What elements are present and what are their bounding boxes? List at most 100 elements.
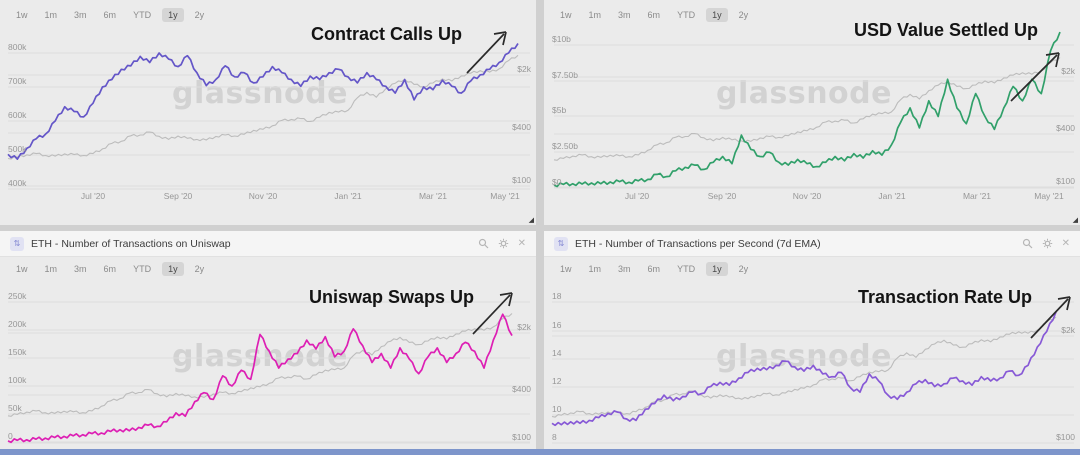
timeframe-button-2y[interactable]: 2y: [194, 10, 205, 20]
timeframe-button-6m[interactable]: 6m: [103, 264, 117, 274]
timeframe-button-1m[interactable]: 1m: [44, 264, 58, 274]
eth-price-line: [551, 316, 1057, 418]
y-axis-label: 700k: [8, 76, 27, 86]
y-axis-label: 18: [552, 291, 562, 301]
y-axis-label: 800k: [8, 42, 27, 52]
timeframe-button-ytd[interactable]: YTD: [133, 10, 152, 20]
up-arrow-icon: [472, 292, 513, 335]
timeframe-button-1w[interactable]: 1w: [560, 10, 572, 20]
y-axis-label: 250k: [8, 291, 27, 301]
timeframe-toolbar: 1w 1m 3m 6m YTD 1y 2y: [0, 257, 536, 277]
zoom-icon[interactable]: [1022, 238, 1033, 249]
panel-transactions-per-second: ⇅ ETH - Number of Transactions per Secon…: [544, 231, 1080, 449]
price-axis-label: $2k: [1061, 66, 1075, 76]
timeframe-button-1y[interactable]: 1y: [706, 262, 728, 276]
x-axis-label: Jul '20: [80, 191, 106, 201]
metric-icon: ⇅: [554, 236, 568, 251]
timeframe-toolbar: 1w 1m 3m 6m YTD 1y 2y: [544, 0, 1080, 23]
x-axis-label: Nov '20: [792, 191, 822, 201]
price-axis-label: $100: [1056, 176, 1075, 186]
header-actions: ✕: [1022, 238, 1070, 249]
up-arrow-icon: [466, 31, 507, 74]
x-axis-label: Sep '20: [163, 191, 193, 201]
timeframe-button-2y[interactable]: 2y: [738, 10, 749, 20]
panel-header: ⇅ ETH - Number of Transactions per Secon…: [544, 231, 1080, 257]
price-axis-label: $100: [512, 175, 531, 185]
x-axis-label: Jan '21: [878, 191, 906, 201]
timeframe-button-1w[interactable]: 1w: [560, 264, 572, 274]
timeframe-button-1y[interactable]: 1y: [706, 8, 728, 22]
y-axis-label: 12: [552, 376, 562, 386]
timeframe-button-1y[interactable]: 1y: [162, 262, 184, 276]
y-axis-label: 0: [8, 431, 13, 441]
metric-line: [7, 313, 513, 444]
chart-annotation: Contract Calls Up: [310, 24, 462, 44]
chart-annotation: Uniswap Swaps Up: [308, 287, 474, 307]
glassnode-watermark: glassnode: [715, 339, 892, 374]
y-axis-label: 100k: [8, 375, 27, 385]
timeframe-button-1w[interactable]: 1w: [16, 264, 28, 274]
timeframe-button-1m[interactable]: 1m: [588, 10, 602, 20]
uniswap-chart: glassnode Uniswap Swaps Up 250k 200k 150k 1…: [0, 231, 536, 449]
timeframe-button-ytd[interactable]: YTD: [677, 10, 696, 20]
up-arrow-icon: [1030, 296, 1071, 339]
chart-annotation: Transaction Rate Up: [857, 287, 1032, 307]
header-actions: ✕: [478, 238, 526, 249]
x-axis-label: Sep '20: [707, 191, 737, 201]
y-axis-label: 14: [552, 348, 562, 358]
timeframe-button-6m[interactable]: 6m: [647, 264, 661, 274]
glassnode-watermark: glassnode: [715, 76, 892, 111]
y-axis-label: 150k: [8, 347, 27, 357]
metric-line: [553, 31, 1061, 188]
timeframe-button-1y[interactable]: 1y: [162, 8, 184, 22]
y-axis-label: $10b: [552, 34, 571, 44]
y-axis-label: 200k: [8, 319, 27, 329]
close-icon[interactable]: ✕: [1061, 237, 1070, 249]
timeframe-button-3m[interactable]: 3m: [74, 264, 87, 274]
timeframe-button-3m[interactable]: 3m: [74, 10, 87, 20]
timeframe-button-ytd[interactable]: YTD: [133, 264, 152, 274]
timeframe-button-ytd[interactable]: YTD: [677, 264, 696, 274]
price-axis-label: $400: [512, 122, 531, 132]
y-axis-label: 16: [552, 320, 562, 330]
zoom-icon[interactable]: [478, 238, 489, 249]
y-axis-label: $2.50b: [552, 141, 578, 151]
x-axis-label: Jan '21: [334, 191, 362, 201]
y-axis-label: 600k: [8, 110, 27, 120]
chart-annotation: USD Value Settled Up: [853, 20, 1038, 40]
panel-title: ETH - Number of Transactions per Second …: [575, 237, 821, 250]
timeframe-button-1w[interactable]: 1w: [16, 10, 28, 20]
settings-gear-icon[interactable]: [498, 238, 509, 249]
panel-title: ETH - Number of Transactions on Uniswap: [31, 237, 231, 250]
metric-line: [7, 43, 519, 160]
timeframe-button-2y[interactable]: 2y: [738, 264, 749, 274]
x-axis-label: Mar '21: [962, 191, 992, 201]
y-axis-label: 10: [552, 404, 562, 414]
settings-gear-icon[interactable]: [1042, 238, 1053, 249]
resize-handle-icon[interactable]: ◢: [1072, 217, 1078, 224]
timeframe-button-1m[interactable]: 1m: [44, 10, 58, 20]
timeframe-button-1m[interactable]: 1m: [588, 264, 602, 274]
eth-price-line: [7, 313, 513, 417]
x-axis-label: Jul '20: [624, 191, 650, 201]
timeframe-button-6m[interactable]: 6m: [103, 10, 117, 20]
price-axis-label: $2k: [517, 322, 531, 332]
timeframe-button-2y[interactable]: 2y: [194, 264, 205, 274]
x-axis-label: May '21: [1034, 191, 1064, 201]
line-chart: [7, 301, 530, 444]
timeframe-button-3m[interactable]: 3m: [618, 10, 631, 20]
panel-header: ⇅ ETH - Number of Transactions on Uniswa…: [0, 231, 536, 257]
y-axis-label: 50k: [8, 403, 22, 413]
usd-settled-chart: glassnode USD Value Settled Up ◢ $10b $7.…: [544, 0, 1080, 225]
panel-contract-calls: 1w 1m 3m 6m YTD 1y 2y glassnode Contract Calls…: [0, 0, 536, 225]
timeframe-button-6m[interactable]: 6m: [647, 10, 661, 20]
eth-price-line: [553, 57, 1061, 161]
x-axis-label: Mar '21: [418, 191, 448, 201]
timeframe-button-3m[interactable]: 3m: [618, 264, 631, 274]
close-icon[interactable]: ✕: [517, 237, 526, 249]
resize-handle-icon[interactable]: ◢: [528, 217, 534, 224]
line-chart: [553, 31, 1074, 189]
y-axis-label: $7.50b: [552, 70, 578, 80]
price-axis-label: $100: [1056, 432, 1075, 442]
panel-usd-value-settled: 1w 1m 3m 6m YTD 1y 2y glassnode USD Value Sett…: [544, 0, 1080, 225]
